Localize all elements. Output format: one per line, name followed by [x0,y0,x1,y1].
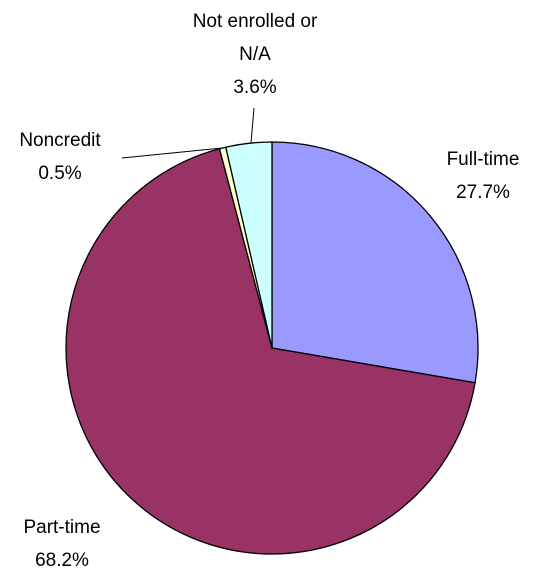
slice-name: Full-time [446,149,520,170]
slice-label: Not enrolled or N/A 3.6% [190,5,320,104]
slice-label: Full-time 27.7% [413,143,543,209]
pie-slice [65,148,476,555]
slice-name: Noncredit [19,130,101,151]
slice-value: 68.2% [35,550,89,571]
leader-line [121,147,223,159]
slice-name: Not enrolled or N/A [192,11,318,65]
pie-slice [271,141,479,384]
slice-value: 3.6% [233,77,277,98]
slice-value: 27.7% [456,182,510,203]
slice-label: Noncredit 0.5% [0,124,130,190]
leader-line [250,107,255,144]
pie-slice [225,141,273,349]
slice-value: 0.5% [38,163,82,184]
slice-label: Part-time 68.2% [0,511,132,577]
slice-name: Part-time [23,517,101,538]
